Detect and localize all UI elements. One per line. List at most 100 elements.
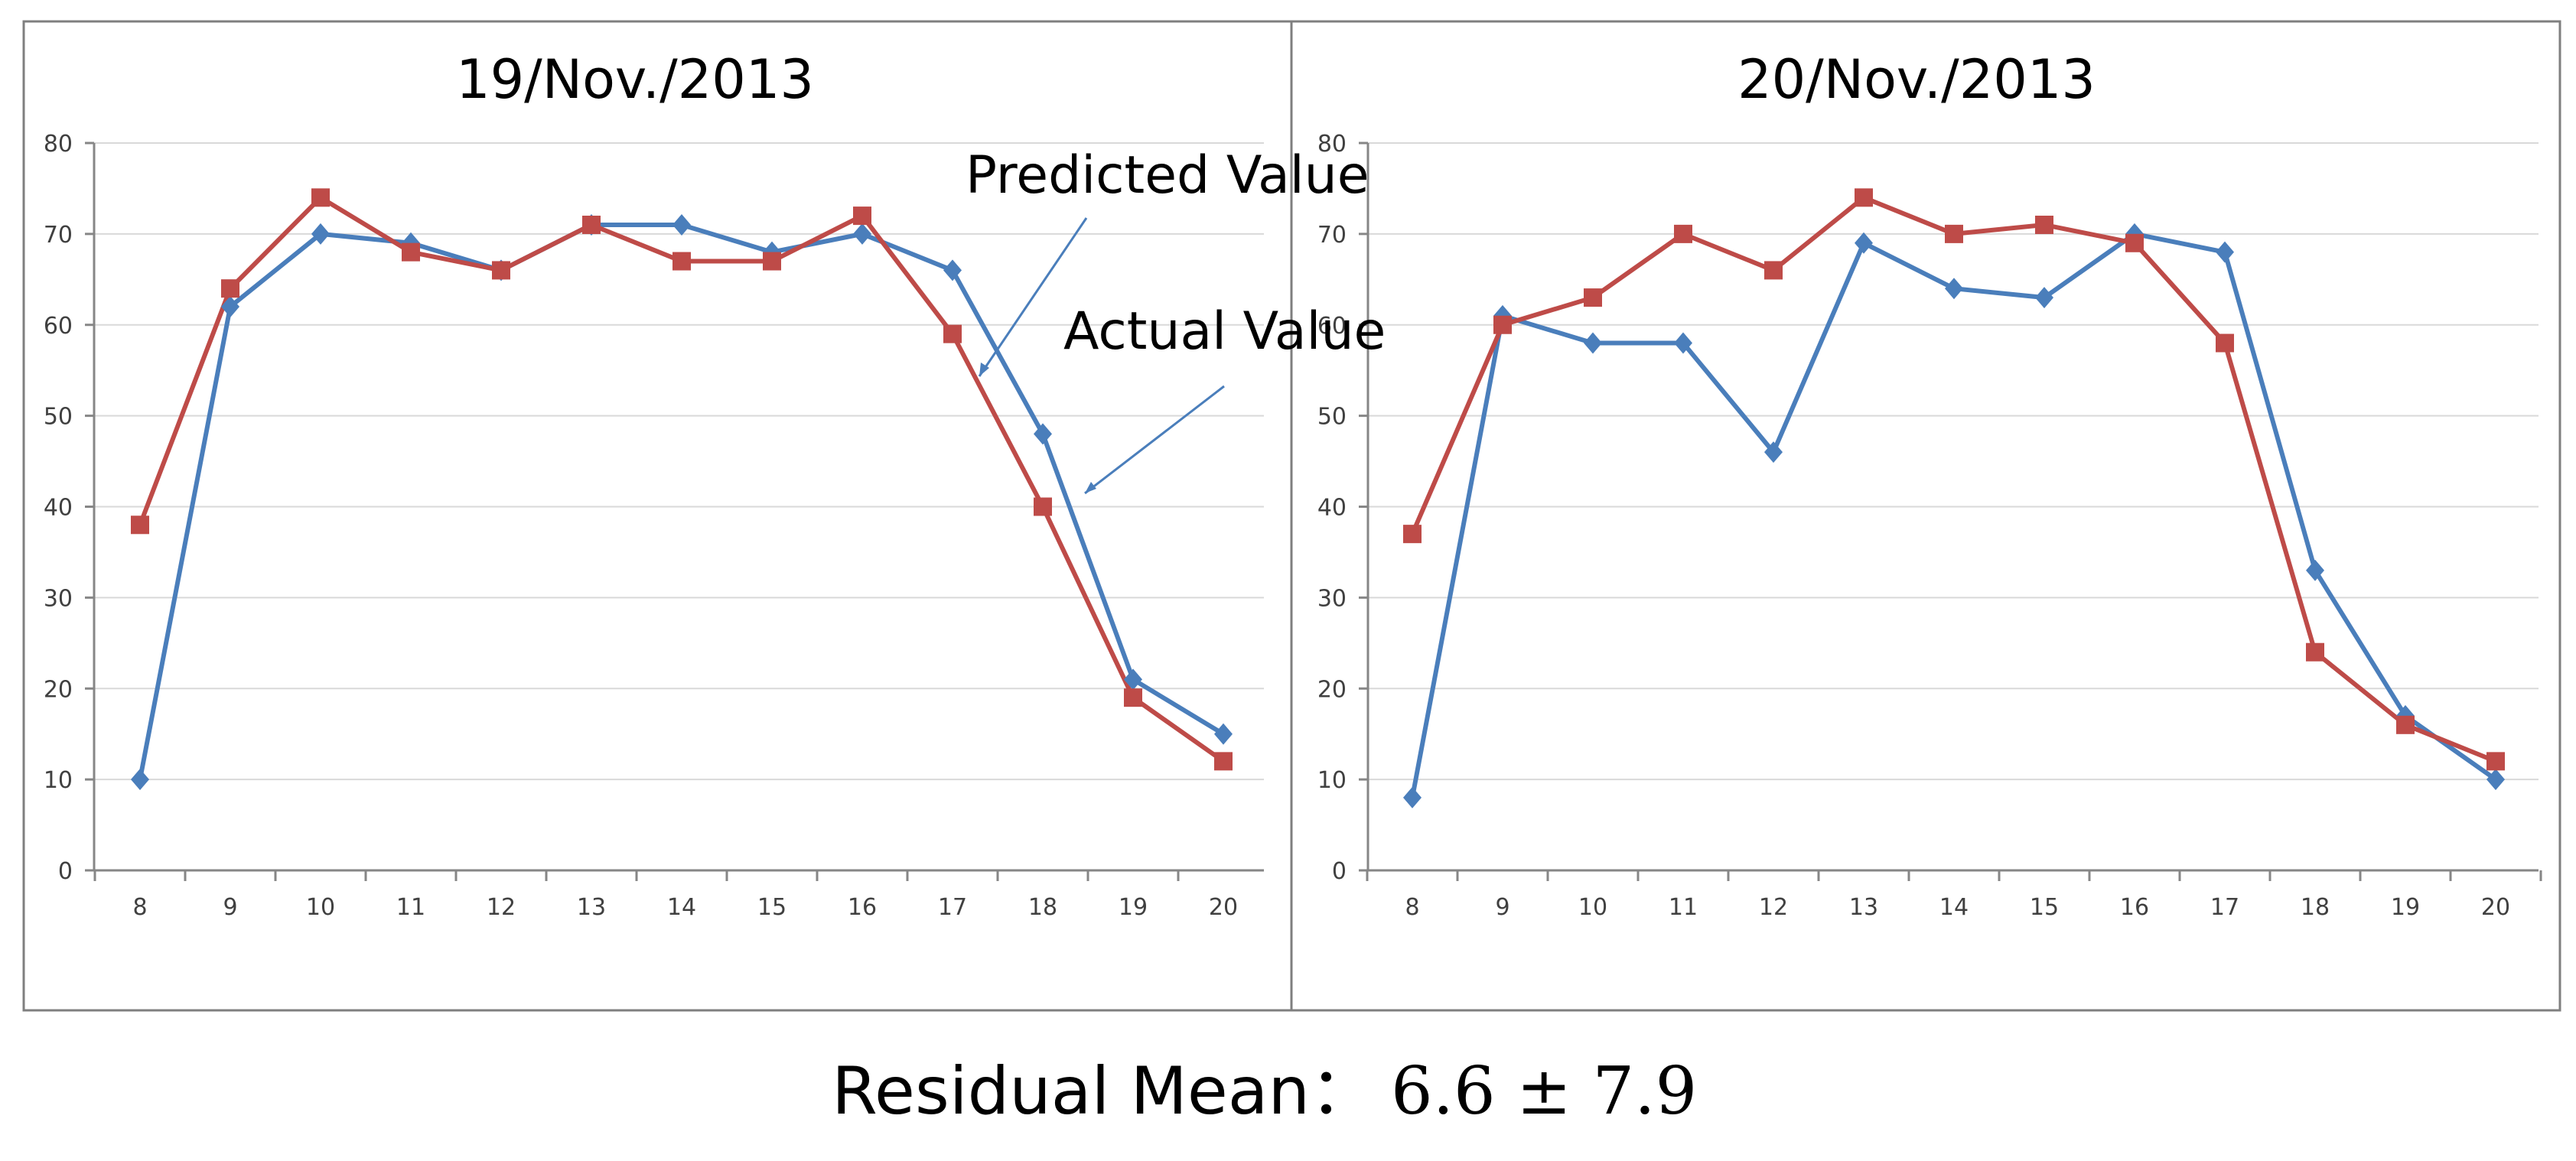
y-tick-label: 30 — [1317, 585, 1347, 612]
data-point-actual-value — [2486, 769, 2505, 791]
x-tick-label: 12 — [1759, 894, 1788, 921]
annotation-actual-value: Actual Value — [1063, 301, 1386, 362]
data-point-actual-value — [311, 223, 330, 245]
y-tick-label: 50 — [44, 404, 73, 431]
x-tick-label: 17 — [2210, 894, 2239, 921]
data-point-actual-value — [1945, 278, 1963, 300]
data-point-predicted-value — [1493, 315, 1512, 334]
data-point-actual-value — [1034, 423, 1052, 445]
data-point-actual-value — [131, 769, 149, 791]
residual-mean-value: 6.6 ± 7.9 — [1391, 1053, 1697, 1130]
data-point-predicted-value — [1124, 688, 1142, 707]
data-point-actual-value — [853, 223, 871, 245]
x-tick-label: 8 — [132, 894, 147, 921]
data-point-predicted-value — [492, 261, 510, 280]
data-point-actual-value — [1124, 668, 1142, 691]
annotation-predicted-value: Predicted Value — [966, 145, 1369, 206]
series-line-actual-value — [1410, 231, 2497, 798]
data-point-actual-value — [1674, 332, 1692, 354]
data-point-actual-value — [1214, 723, 1233, 745]
data-point-predicted-value — [853, 207, 871, 226]
y-tick-label: 10 — [1317, 767, 1347, 794]
chart-title: 20/Nov./2013 — [1737, 48, 2096, 111]
arrowhead-predicted — [979, 363, 989, 376]
y-tick-label: 80 — [44, 131, 73, 158]
annotations: Predicted Value Actual Value — [966, 145, 1386, 495]
x-tick-label: 11 — [1669, 894, 1698, 921]
data-point-predicted-value — [1584, 288, 1602, 307]
data-point-predicted-value — [402, 242, 420, 262]
plot-area: 0 10 20 30 40 50 60 70 80 8 9 10 11 12 13 14 15 16 17 18 19 2… — [1317, 131, 2542, 921]
data-point-predicted-value — [2125, 233, 2144, 252]
x-tick-label: 10 — [1578, 894, 1607, 921]
data-point-predicted-value — [1674, 224, 1692, 243]
plot-area: 0 10 20 30 40 50 60 70 80 8 9 10 11 12 13 14 15 16 17 18 19 2… — [44, 131, 1264, 921]
x-tick-label: 14 — [1939, 894, 1969, 921]
y-tick-label: 70 — [44, 222, 73, 249]
annotation-arrow-actual — [1084, 385, 1225, 495]
data-point-actual-value — [221, 295, 239, 317]
data-point-actual-value — [943, 259, 962, 281]
x-tick-label: 9 — [223, 894, 237, 921]
y-tick-label: 20 — [44, 676, 73, 703]
x-tick-label: 13 — [577, 894, 606, 921]
data-point-predicted-value — [763, 252, 781, 271]
data-point-predicted-value — [2486, 752, 2505, 771]
x-tick-label: 8 — [1405, 894, 1419, 921]
data-point-predicted-value — [943, 324, 962, 343]
data-point-predicted-value — [2035, 215, 2053, 234]
x-tick-label: 12 — [487, 894, 516, 921]
chart-title: 19/Nov./2013 — [456, 48, 814, 111]
data-point-predicted-value — [2216, 333, 2234, 353]
chart-panel-nov-19: 19/Nov./2013 0 10 20 30 40 50 60 70 80 8 9 10 11 12 13… — [44, 48, 1264, 921]
data-point-predicted-value — [1855, 188, 1873, 207]
x-tick-label: 14 — [667, 894, 696, 921]
y-tick-label: 10 — [44, 767, 73, 794]
data-point-predicted-value — [311, 188, 330, 207]
y-tick-label: 70 — [1317, 222, 1347, 249]
data-point-predicted-value — [1945, 224, 1963, 243]
data-point-predicted-value — [221, 279, 239, 298]
x-tick-label: 19 — [2391, 894, 2420, 921]
y-tick-label: 60 — [44, 313, 73, 340]
data-point-actual-value — [1855, 232, 1873, 254]
data-point-predicted-value — [1214, 752, 1233, 771]
residual-mean-label: Residual Mean： — [832, 1053, 1376, 1130]
data-point-actual-value — [2035, 287, 2053, 309]
x-tick-label: 11 — [396, 894, 425, 921]
x-tick-label: 18 — [1028, 894, 1057, 921]
x-tick-label: 9 — [1495, 894, 1509, 921]
residual-summary: Residual Mean： 6.6 ± 7.9 — [832, 1053, 1697, 1130]
arrowhead-actual — [1085, 482, 1096, 493]
data-point-predicted-value — [131, 515, 149, 535]
data-point-predicted-value — [2306, 642, 2324, 662]
chart-panel-nov-20: 20/Nov./2013 0 10 20 30 40 50 60 70 80 8 9 10 11 12 13… — [1317, 48, 2542, 921]
data-point-predicted-value — [582, 215, 601, 234]
annotation-arrow-predicted — [978, 217, 1088, 377]
x-tick-label: 16 — [2120, 894, 2149, 921]
x-tick-label: 18 — [2301, 894, 2330, 921]
y-tick-label: 0 — [58, 858, 73, 885]
data-point-actual-value — [2216, 241, 2234, 263]
data-point-predicted-value — [2396, 715, 2415, 734]
x-tick-label: 13 — [1849, 894, 1878, 921]
y-tick-label: 40 — [44, 495, 73, 522]
y-tick-label: 0 — [1332, 858, 1347, 885]
data-point-predicted-value — [1034, 497, 1052, 516]
y-tick-label: 20 — [1317, 676, 1347, 703]
x-tick-label: 10 — [306, 894, 335, 921]
data-point-predicted-value — [1764, 261, 1783, 280]
data-point-actual-value — [2306, 559, 2324, 581]
x-tick-label: 16 — [848, 894, 877, 921]
x-tick-label: 20 — [1209, 894, 1238, 921]
x-tick-label: 20 — [2481, 894, 2510, 921]
data-point-actual-value — [1584, 332, 1602, 354]
data-point-actual-value — [672, 213, 691, 236]
data-point-predicted-value — [1403, 525, 1422, 544]
x-tick-label: 19 — [1119, 894, 1148, 921]
y-tick-label: 30 — [44, 585, 73, 612]
data-point-predicted-value — [672, 252, 691, 271]
data-point-actual-value — [1403, 786, 1422, 808]
y-tick-label: 50 — [1317, 404, 1347, 431]
